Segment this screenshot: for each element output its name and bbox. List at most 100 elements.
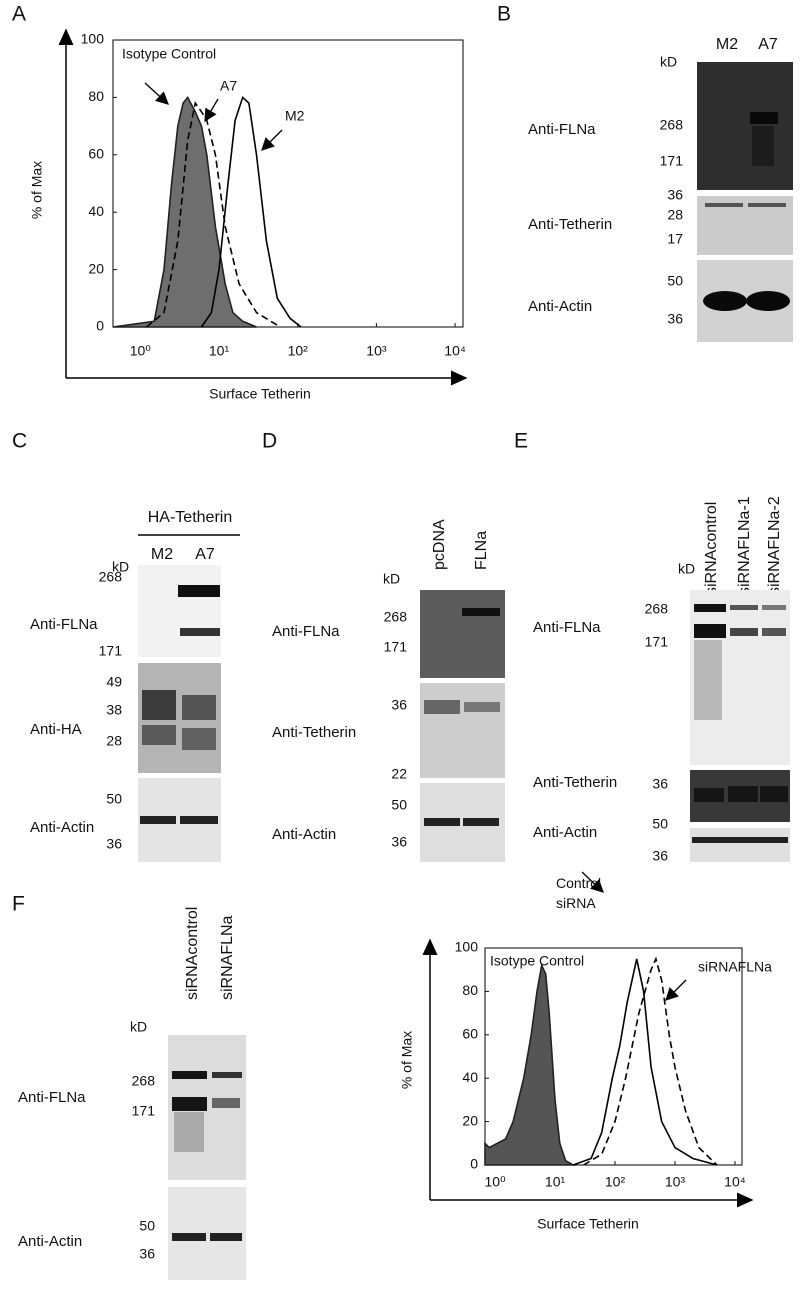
x-tick-label: 10³ [366,343,387,359]
series-curve [145,101,281,328]
panel-label: E [514,430,528,453]
marker-label: 22 [391,766,407,782]
x-tick-label: 10² [605,1174,626,1190]
marker-label: 50 [667,273,683,289]
band [760,786,788,802]
x-axis-title: Surface Tetherin [537,1216,639,1232]
header-label: HA-Tetherin [148,509,232,526]
band [180,628,220,636]
lane-label: A7 [758,36,778,53]
marker-label: 36 [391,834,407,850]
blot-image [138,565,221,657]
marker-label: 50 [106,791,122,807]
lane-label: siRNAFLNa-1 [736,496,753,595]
blot-b: M2 A7 kD Anti-FLNa Anti-Tetherin Anti-Ac… [528,36,793,342]
band [748,203,786,207]
band [174,1112,204,1152]
band [746,291,790,311]
lane-label: FLNa [473,531,490,570]
band [694,640,722,720]
y-tick-label: 80 [88,88,104,104]
marker-label: 49 [106,674,122,690]
marker-label: 171 [99,643,123,659]
panel-label: A [12,3,26,26]
antibody-label: Anti-FLNa [30,616,98,633]
band [762,605,786,610]
antibody-label: Anti-HA [30,721,82,738]
blot-image [420,683,505,778]
y-axis-title: % of Max [29,161,45,219]
blot-image [690,828,790,862]
y-tick-label: 100 [81,31,105,47]
y-tick-label: 40 [88,203,104,219]
series-curve [572,958,718,1166]
unit-label: kD [678,561,695,577]
band [730,605,758,610]
antibody-label: Anti-Actin [30,819,94,836]
blot-c: HA-Tetherin M2 A7 kD Anti-FLNa Anti-HA A… [30,509,240,862]
annotation-arrow [581,871,604,893]
annotation-arrow [665,979,687,1001]
x-axis-title: Surface Tetherin [209,386,311,402]
y-tick-label: 60 [462,1026,478,1042]
band [694,788,724,802]
band [182,728,216,750]
antibody-label: Anti-Tetherin [533,774,617,791]
band [210,1233,242,1241]
y-tick-label: 0 [96,318,104,334]
marker-label: 268 [645,601,669,617]
band [464,702,500,712]
lane-label: A7 [195,546,215,563]
unit-label: kD [660,54,677,70]
band [705,203,743,207]
marker-label: 17 [667,231,683,247]
y-tick-label: 20 [462,1112,478,1128]
marker-label: 268 [384,609,408,625]
unit-label: kD [383,571,400,587]
series-label: siRNAFLNa [698,959,772,975]
antibody-label: Anti-Tetherin [528,216,612,233]
band [463,818,499,826]
marker-label: 28 [667,207,683,223]
band [182,695,216,720]
marker-label: 36 [391,697,407,713]
marker-label: 36 [667,311,683,327]
blot-d: pcDNA FLNa kD Anti-FLNa Anti-Tetherin An… [272,519,505,862]
marker-label: 36 [106,836,122,852]
series-label: M2 [285,108,305,124]
band [728,786,758,802]
band [140,816,176,824]
marker-label: 171 [660,153,684,169]
marker-label: 50 [139,1218,155,1234]
annotation-arrow [261,129,283,151]
antibody-label: Anti-Actin [533,824,597,841]
series-curve [583,956,718,1166]
lane-label: siRNAcontrol [703,502,720,595]
lane-label: M2 [716,36,738,53]
band [178,585,220,597]
x-tick-label: 10² [288,343,309,359]
y-tick-label: 40 [462,1069,478,1085]
chart: 0 20 40 60 80 100 10⁰ 10¹ 10² 10³ 10⁴ % of Max Surfa… [29,28,468,402]
antibody-label: Anti-FLNa [18,1089,86,1106]
lane-label: siRNAcontrol [184,907,201,1000]
band [180,816,218,824]
marker-label: 36 [652,776,668,792]
series-label: Control siRNA [556,875,601,911]
annotation-arrow [144,82,169,105]
band [694,604,726,612]
antibody-label: Anti-Actin [18,1233,82,1250]
panel-label: B [497,3,511,26]
blot-e: siRNAcontrol siRNAFLNa-1 siRNAFLNa-2 kD … [533,496,790,864]
x-tick-label: 10⁰ [130,343,152,359]
series-curve [484,962,577,1166]
lane-label: siRNAFLNa [219,915,236,1000]
plot-frame [484,947,743,1166]
x-tick-label: 10⁴ [724,1174,746,1190]
antibody-label: Anti-FLNa [272,623,340,640]
x-tick-label: 10³ [665,1174,686,1190]
panel-label: F [12,893,25,916]
antibody-label: Anti-Actin [272,826,336,843]
unit-label: kD [130,1019,147,1035]
y-tick-label: 20 [88,260,104,276]
